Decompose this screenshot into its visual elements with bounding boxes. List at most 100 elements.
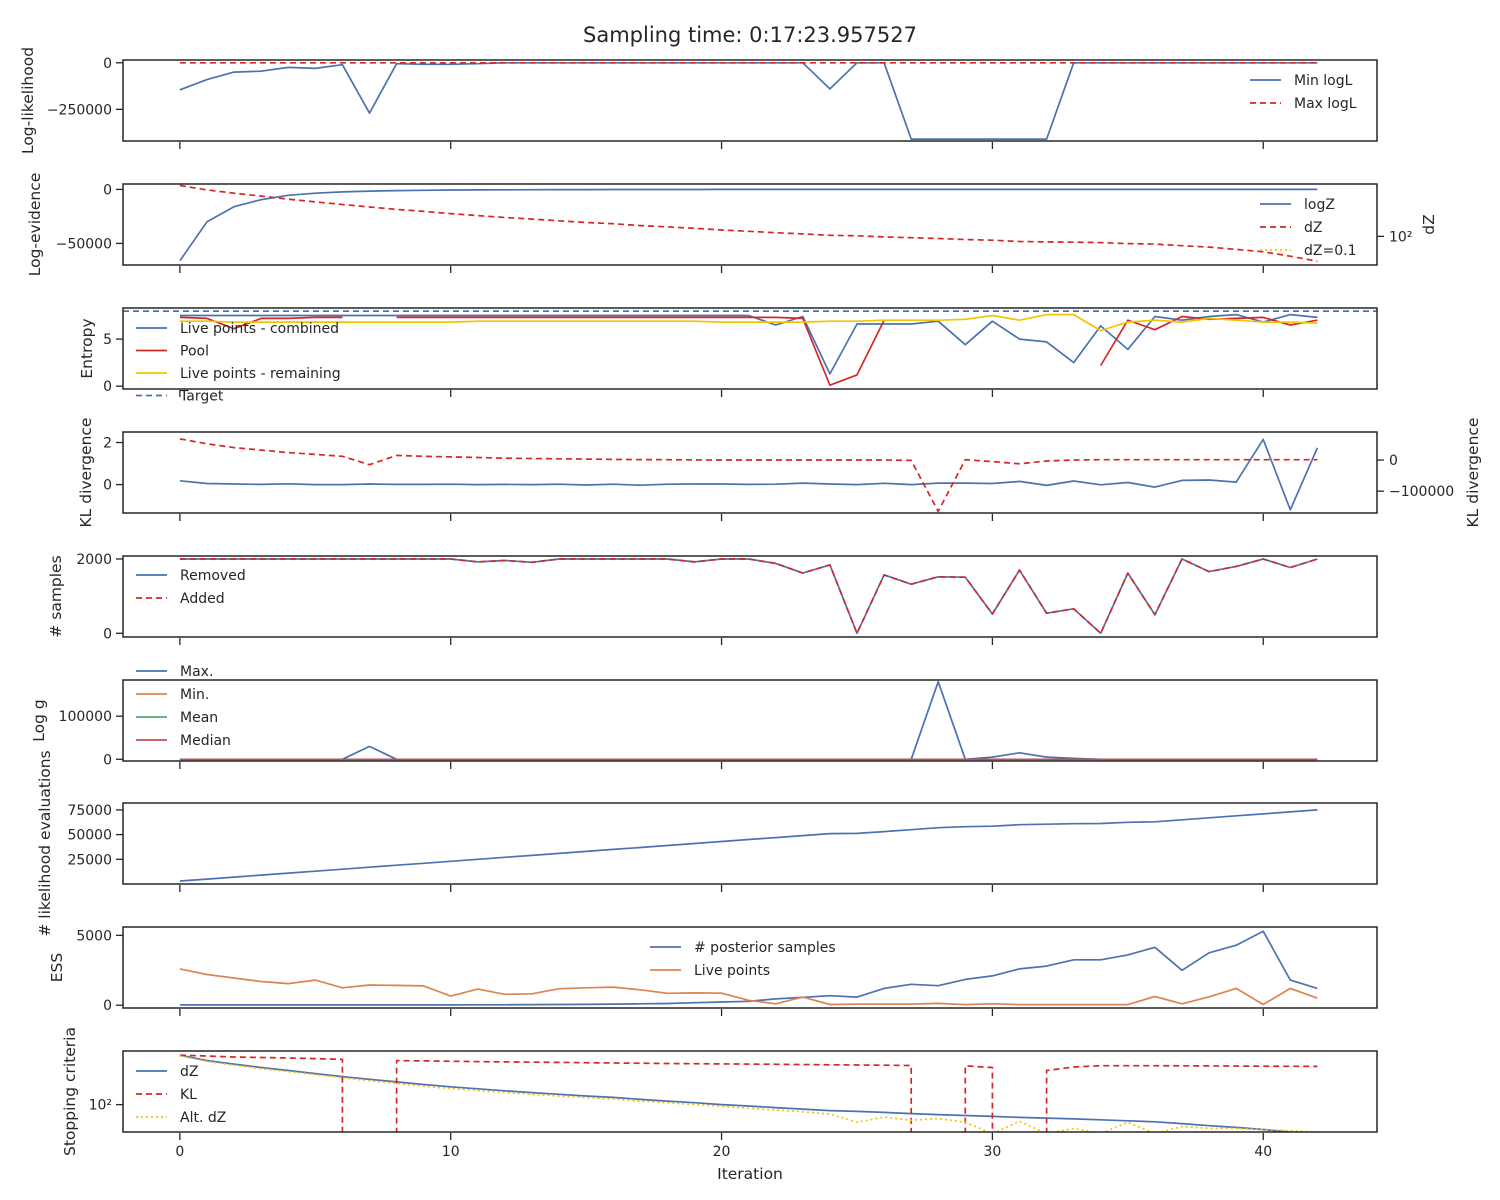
- legend-label: dZ: [1304, 220, 1322, 236]
- panel-8: 0 5000 ESS # posterior samples Live points: [48, 926, 1378, 1016]
- panel-6: 0 100000 Log g Max. Min. Mean Median: [30, 664, 1378, 769]
- series-line-added: [179, 558, 1318, 635]
- y-tick-label: 2000: [76, 552, 112, 568]
- series-line-live-points: [179, 968, 1318, 1006]
- panel-series-group: [179, 61, 1318, 140]
- y-axis-label: Log-evidence: [26, 173, 44, 277]
- y-tick-label: 0: [103, 379, 112, 395]
- legend-label: dZ: [180, 1064, 198, 1080]
- y-tick-label: 10²: [89, 1098, 112, 1114]
- axes-frame: [122, 431, 1378, 514]
- panel-series-group: [123, 310, 1377, 387]
- y-axis-label: Entropy: [78, 318, 96, 378]
- axes-frame: [122, 1050, 1378, 1133]
- legend-label: Max logL: [1294, 96, 1357, 112]
- twin-y-axis-label: dZ: [1420, 214, 1438, 234]
- twin-y-tick-label: −100000: [1389, 484, 1454, 500]
- x-tick-label: 20: [713, 1144, 731, 1160]
- twin-y-tick-label: 10²: [1389, 229, 1412, 245]
- y-tick-label: 0: [103, 752, 112, 768]
- series-line-alt-dz: [179, 1055, 1318, 1132]
- panels-group: 0 −250000 Log-likelihood Min logL Max logL 0 −…: [19, 47, 1482, 1160]
- legend-label: Removed: [180, 568, 246, 584]
- legend-label: Min.: [180, 687, 209, 703]
- panel-series-group: [179, 930, 1318, 1006]
- legend-label: dZ=0.1: [1304, 243, 1356, 259]
- series-line-dz: [179, 184, 1318, 263]
- legend-label: Min logL: [1294, 73, 1353, 89]
- axes-frame: [122, 307, 1378, 390]
- y-tick-label: 0: [103, 998, 112, 1014]
- figure-title: Sampling time: 0:17:23.957527: [583, 23, 917, 47]
- y-tick-label: 0: [103, 182, 112, 198]
- x-tick-label: 0: [175, 1144, 184, 1160]
- twin-y-axis-label: KL divergence: [1464, 418, 1482, 528]
- axes-frame: [122, 555, 1378, 638]
- series-line-kl-seg2: [964, 1065, 994, 1132]
- y-tick-label: 25000: [67, 852, 112, 868]
- panel-series-group: [179, 1054, 1318, 1132]
- axes-frame: [122, 679, 1378, 762]
- legend-label: Mean: [180, 710, 218, 726]
- legend-label: KL: [180, 1087, 197, 1103]
- series-line-kl-seg0: [179, 1054, 344, 1132]
- panel-series-group: [179, 680, 1318, 761]
- y-axis-label: # likelihood evaluations: [36, 750, 54, 936]
- panel-4: 0 2 0 −100000 KL divergence KL divergence: [77, 418, 1482, 528]
- x-axis-label: Iteration: [717, 1165, 783, 1183]
- panel-series-group: [179, 809, 1318, 882]
- y-tick-label: 50000: [67, 828, 112, 844]
- legend-label: Live points - remaining: [180, 366, 341, 382]
- y-tick-label: 5000: [76, 928, 112, 944]
- y-tick-label: 100000: [59, 709, 112, 725]
- panel-series-group: [179, 438, 1319, 513]
- series-line-pool-seg1: [396, 316, 885, 387]
- twin-y-tick-label: 0: [1389, 453, 1398, 469]
- y-axis-label: KL divergence: [77, 418, 95, 528]
- x-tick-label: 40: [1254, 1144, 1272, 1160]
- y-axis-label: Stopping criteria: [61, 1027, 79, 1156]
- y-axis-label: ESS: [48, 953, 66, 982]
- legend-label: Live points: [694, 963, 770, 979]
- panel-3: 0 5 Entropy Live points - combined Pool Live …: [78, 307, 1378, 405]
- legend-label: Max.: [180, 664, 213, 680]
- legend-label: Added: [180, 591, 225, 607]
- legend-label: Live points - combined: [180, 321, 339, 337]
- series-line-removed: [179, 558, 1318, 635]
- y-tick-label: 0: [103, 56, 112, 72]
- y-tick-label: 0: [103, 478, 112, 494]
- y-tick-label: 0: [103, 626, 112, 642]
- series-line-s0: [179, 809, 1318, 882]
- series-line-pool-seg0: [179, 316, 343, 330]
- series-line-min-logl: [179, 61, 1318, 140]
- axes-frame: [122, 802, 1378, 885]
- legend-label: Alt. dZ: [180, 1110, 226, 1126]
- x-tick-label: 30: [983, 1144, 1001, 1160]
- series-line-live-points-remaining: [179, 313, 1318, 332]
- axes-frame: [122, 926, 1378, 1009]
- legend-label: logZ: [1304, 197, 1335, 213]
- legend-label: Median: [180, 733, 231, 749]
- series-line-logz: [179, 188, 1318, 262]
- legend-label: Target: [179, 389, 224, 405]
- y-axis-label: Log g: [30, 699, 48, 741]
- series-line--posterior-samples: [179, 930, 1318, 1006]
- panel-series-group: [179, 184, 1318, 263]
- y-tick-label: −250000: [47, 102, 112, 118]
- series-line-s1: [179, 438, 1318, 513]
- legend-label: # posterior samples: [694, 940, 836, 956]
- legend-label: Pool: [180, 344, 209, 360]
- series-line-s0: [179, 438, 1319, 511]
- y-tick-label: −50000: [56, 236, 112, 252]
- y-tick-label: 75000: [67, 803, 112, 819]
- panel-1: 0 −250000 Log-likelihood Min logL Max logL: [19, 47, 1378, 154]
- series-line-dz: [179, 1054, 1304, 1132]
- y-tick-label: 2: [103, 436, 112, 452]
- y-axis-label: # samples: [47, 555, 65, 637]
- series-line-kl-seg3: [1045, 1064, 1318, 1132]
- series-line-pool-seg2: [1099, 315, 1318, 366]
- series-line-live-points-combined: [179, 313, 1318, 375]
- y-axis-label: Log-likelihood: [19, 47, 37, 154]
- panel-7: 25000 50000 75000 # likelihood evaluations: [36, 750, 1378, 937]
